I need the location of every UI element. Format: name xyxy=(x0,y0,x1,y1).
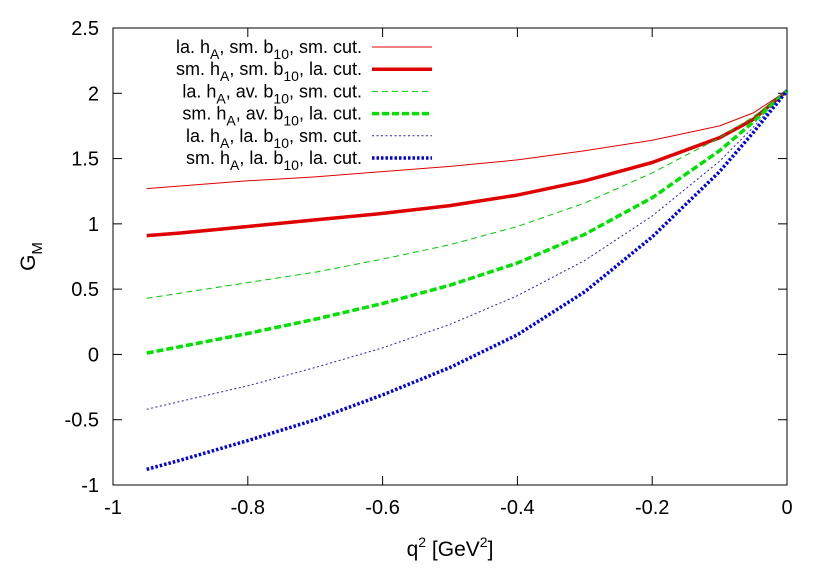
x-tick-label: -0.6 xyxy=(365,497,399,519)
legend-entry-1: la. hA, sm. b10, sm. cut. xyxy=(176,37,432,62)
series-line-1 xyxy=(146,90,788,190)
legend-entry-5: la. hA, la. b10, sm. cut. xyxy=(186,126,432,151)
legend: la. hA, sm. b10, sm. cut.sm. hA, sm. b10… xyxy=(176,37,432,173)
x-tick-label: 0 xyxy=(781,497,792,519)
y-tick-label: -1 xyxy=(81,475,99,497)
legend-label: la. hA, sm. b10, sm. cut. xyxy=(176,37,362,62)
legend-label: la. hA, av. b10, sm. cut. xyxy=(182,81,362,106)
plot-frame xyxy=(112,27,788,486)
legend-entry-3: la. hA, av. b10, sm. cut. xyxy=(182,81,432,106)
y-tick-label: 2 xyxy=(88,83,99,105)
y-tick-label: 0 xyxy=(88,344,99,366)
x-axis-title: q2 [GeV2] xyxy=(407,534,494,561)
y-tick-label: 0.5 xyxy=(71,279,99,301)
legend-entry-6: sm. hA, la. b10, la. cut. xyxy=(186,148,432,173)
series-layer xyxy=(146,89,789,471)
legend-entry-4: sm. hA, av. b10, la. cut. xyxy=(182,104,432,129)
x-tick-label: -1 xyxy=(104,497,122,519)
series-line-4 xyxy=(146,89,789,355)
legend-label: sm. hA, av. b10, la. cut. xyxy=(182,104,362,129)
y-axis-title: GM xyxy=(17,242,46,271)
legend-label: sm. hA, sm. b10, la. cut. xyxy=(176,59,362,84)
legend-label: la. hA, la. b10, sm. cut. xyxy=(186,126,362,151)
legend-entry-2: sm. hA, sm. b10, la. cut. xyxy=(176,59,432,84)
axis-ticks xyxy=(112,27,788,486)
y-tick-label: -0.5 xyxy=(65,410,99,432)
y-tick-label: 2.5 xyxy=(71,18,99,40)
series-line-3 xyxy=(146,90,788,299)
y-tick-label: 1 xyxy=(88,214,99,236)
x-tick-label: -0.8 xyxy=(231,497,265,519)
series-line-6 xyxy=(146,89,789,471)
x-tick-label: -0.2 xyxy=(635,497,669,519)
plot-border xyxy=(112,27,788,486)
tick-labels: -1 -0.8 -0.6 -0.4 -0.2 0 -1 -0.5 0 0.5 1 1.5 2 2.5 xyxy=(65,18,793,519)
x-tick-label: -0.4 xyxy=(500,497,534,519)
series-line-5 xyxy=(146,90,788,410)
legend-label: sm. hA, la. b10, la. cut. xyxy=(186,148,362,173)
y-tick-label: 1.5 xyxy=(71,149,99,171)
